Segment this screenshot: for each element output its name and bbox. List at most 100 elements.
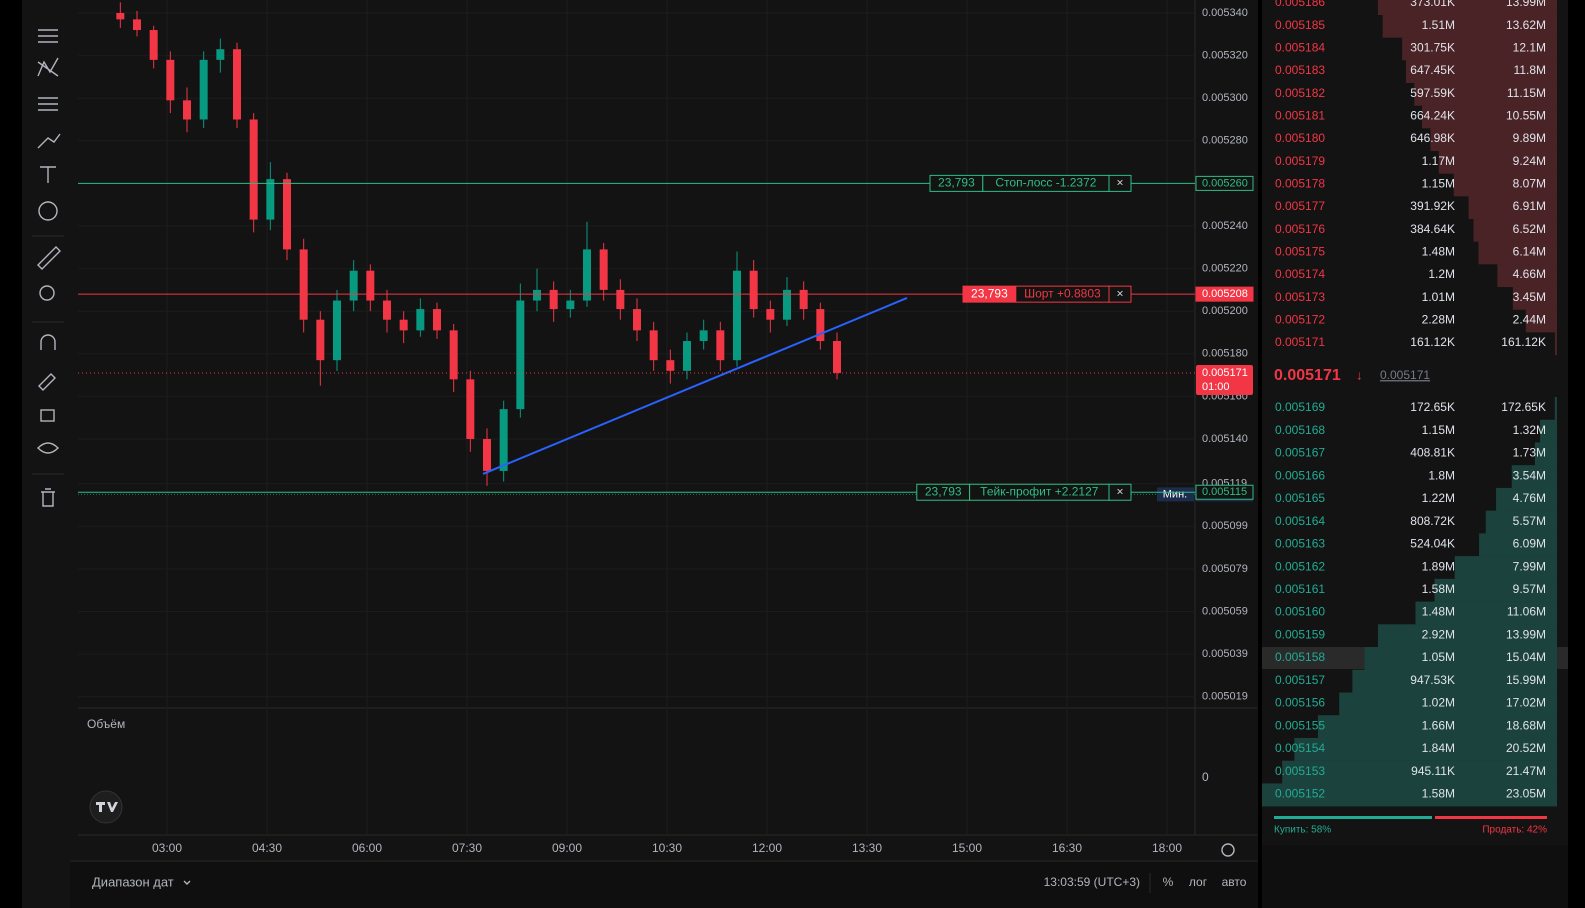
- tool-trash[interactable]: [41, 488, 55, 507]
- tool-lines[interactable]: [38, 29, 58, 43]
- size: 161.12K: [1410, 335, 1455, 349]
- price[interactable]: 0.005173: [1275, 290, 1325, 304]
- price[interactable]: 0.005161: [1275, 582, 1325, 596]
- order-close-box: [1108, 285, 1132, 303]
- depth-bar: [1534, 442, 1557, 466]
- y-tick-label: 0.005019: [1202, 691, 1248, 703]
- date-range[interactable]: Диапазон дат: [92, 874, 174, 889]
- size: 1.58M: [1422, 787, 1455, 801]
- price[interactable]: 0.005184: [1275, 41, 1325, 55]
- price[interactable]: 0.005174: [1275, 267, 1325, 281]
- order-widget[interactable]: 23,793 Шорт +0.8803 ×: [962, 285, 1132, 303]
- tool-lock-draw[interactable]: [38, 373, 56, 391]
- y-tick-label: 0.005200: [1202, 305, 1248, 317]
- total: 6.52M: [1513, 222, 1546, 236]
- y-tick-label: 0.005079: [1202, 563, 1248, 575]
- sell-ratio: Продать: 42%: [1482, 825, 1547, 836]
- price[interactable]: 0.005166: [1275, 468, 1325, 482]
- tool-text[interactable]: [40, 166, 56, 183]
- price[interactable]: 0.005172: [1275, 313, 1325, 327]
- price[interactable]: 0.005186: [1275, 0, 1325, 9]
- total: 21.47M: [1506, 764, 1546, 778]
- order-close-box: [1108, 174, 1132, 192]
- price[interactable]: 0.005185: [1275, 18, 1325, 32]
- price[interactable]: 0.005160: [1275, 605, 1325, 619]
- price[interactable]: 0.005169: [1275, 400, 1325, 414]
- tool-eye[interactable]: [37, 442, 59, 454]
- tv-logo[interactable]: [89, 790, 123, 824]
- price[interactable]: 0.005178: [1275, 177, 1325, 191]
- price[interactable]: 0.005158: [1275, 650, 1325, 664]
- toolbar: [22, 0, 70, 908]
- settings-icon[interactable]: [1221, 843, 1235, 857]
- size: 1.51M: [1422, 18, 1455, 32]
- price[interactable]: 0.005164: [1275, 514, 1325, 528]
- price[interactable]: 0.005165: [1275, 491, 1325, 505]
- size: 391.92K: [1410, 199, 1455, 213]
- price[interactable]: 0.005175: [1275, 245, 1325, 259]
- price[interactable]: 0.005171: [1275, 335, 1325, 349]
- price[interactable]: 0.005153: [1275, 764, 1325, 778]
- total: 6.91M: [1513, 199, 1546, 213]
- buy-ratio-bar: [1274, 816, 1432, 819]
- price[interactable]: 0.005177: [1275, 199, 1325, 213]
- candle-body: [249, 119, 258, 220]
- price[interactable]: 0.005163: [1275, 537, 1325, 551]
- y-tick-label: 0.005320: [1202, 49, 1248, 61]
- depth-bar: [1294, 737, 1557, 761]
- depth-bar: [1282, 760, 1557, 784]
- price[interactable]: 0.005181: [1275, 109, 1325, 123]
- y-tick-label: 0.005220: [1202, 262, 1248, 274]
- tool-fib[interactable]: [38, 97, 58, 111]
- tool-ruler[interactable]: [37, 246, 61, 270]
- x-tick-label: 04:30: [252, 841, 282, 855]
- auto-toggle[interactable]: авто: [1222, 875, 1247, 889]
- tool-pattern[interactable]: [37, 57, 59, 77]
- tool-brush[interactable]: [37, 133, 61, 149]
- candle-body: [583, 249, 591, 301]
- tool-lock[interactable]: [40, 409, 55, 422]
- candle-body: [833, 341, 841, 373]
- price[interactable]: 0.005154: [1275, 741, 1325, 755]
- depth-bar: [1438, 150, 1557, 174]
- candle-body: [683, 341, 691, 371]
- price[interactable]: 0.005162: [1275, 559, 1325, 573]
- price[interactable]: 0.005180: [1275, 131, 1325, 145]
- total: 1.73M: [1513, 446, 1546, 460]
- tool-emoji[interactable]: [38, 201, 58, 221]
- candle-body: [449, 330, 458, 380]
- depth-bar: [1554, 332, 1557, 356]
- depth-bar: [1554, 397, 1557, 420]
- order-price-label: 0.005208: [1202, 288, 1248, 300]
- price[interactable]: 0.005168: [1275, 423, 1325, 437]
- price[interactable]: 0.005179: [1275, 154, 1325, 168]
- left-edge: [0, 0, 22, 908]
- price[interactable]: 0.005182: [1275, 86, 1325, 100]
- percent-toggle[interactable]: %: [1163, 875, 1174, 889]
- order-close: ×: [1116, 286, 1123, 300]
- order-qty: 23,793: [938, 176, 975, 190]
- depth-bar: [1497, 264, 1557, 288]
- size: 1.15M: [1422, 423, 1455, 437]
- depth-bar: [1496, 487, 1557, 511]
- price[interactable]: 0.005167: [1275, 446, 1325, 460]
- order-widget[interactable]: 23,793 Тейк-профит +2.2127 ×: [916, 483, 1132, 501]
- price[interactable]: 0.005155: [1275, 718, 1325, 732]
- tool-zoom[interactable]: [39, 285, 55, 301]
- x-tick-label: 13:30: [852, 841, 882, 855]
- price[interactable]: 0.005159: [1275, 627, 1325, 641]
- order-close: ×: [1116, 176, 1123, 190]
- total: 9.57M: [1513, 582, 1546, 596]
- price[interactable]: 0.005156: [1275, 696, 1325, 710]
- candle-body: [433, 309, 441, 331]
- date-range-chevron: [183, 880, 191, 885]
- log-toggle[interactable]: лог: [1189, 875, 1208, 889]
- size: 664.24K: [1410, 109, 1455, 123]
- tool-magnet[interactable]: [40, 334, 56, 350]
- price[interactable]: 0.005183: [1275, 63, 1325, 77]
- order-price-label: 0.005260: [1202, 177, 1248, 189]
- price[interactable]: 0.005152: [1275, 787, 1325, 801]
- price[interactable]: 0.005176: [1275, 222, 1325, 236]
- price[interactable]: 0.005157: [1275, 673, 1325, 687]
- order-widget[interactable]: 23,793 Стоп-лосс -1.2372 ×: [929, 174, 1132, 192]
